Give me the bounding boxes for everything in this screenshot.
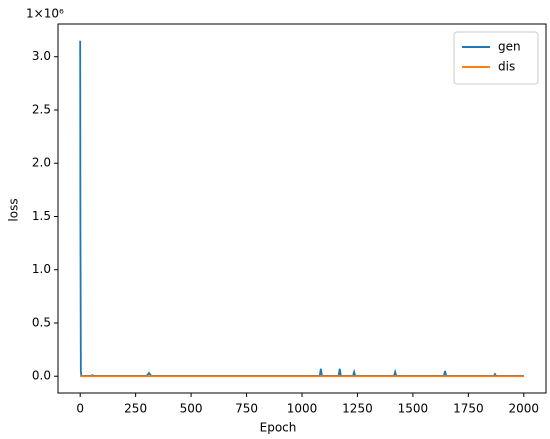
x-tick-label: 1250 xyxy=(342,402,373,416)
plot-frame xyxy=(57,23,547,394)
y-tick-label: 1.0 xyxy=(32,262,51,276)
y-tick-label: 2.5 xyxy=(32,102,51,116)
x-tick-label: 500 xyxy=(180,402,203,416)
x-tick-label: 1750 xyxy=(453,402,484,416)
y-tick-label: 0.0 xyxy=(32,369,51,383)
x-tick-label: 750 xyxy=(235,402,258,416)
x-tick-label: 1500 xyxy=(398,402,429,416)
y-tick-label: 2.0 xyxy=(32,156,51,170)
y-tick-label: 0.5 xyxy=(32,315,51,329)
legend-label: gen xyxy=(498,40,521,54)
x-tick-label: 250 xyxy=(124,402,147,416)
x-tick-label: 0 xyxy=(76,402,84,416)
x-tick-label: 1000 xyxy=(287,402,318,416)
x-tick-label: 2000 xyxy=(509,402,540,416)
y-tick-label: 1.5 xyxy=(32,209,51,223)
legend-label: dis xyxy=(498,60,515,74)
y-offset-label: 1×10⁶ xyxy=(26,7,64,21)
legend-box xyxy=(453,31,539,85)
x-axis-label: Epoch xyxy=(260,421,297,435)
y-axis-label: loss xyxy=(7,198,21,221)
y-tick-label: 3.0 xyxy=(32,49,51,63)
